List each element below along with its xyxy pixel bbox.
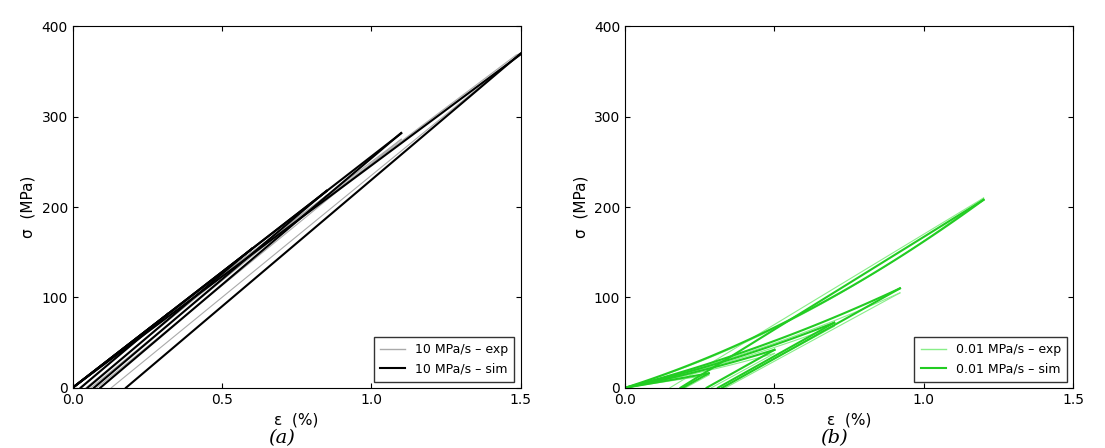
X-axis label: ε  (%): ε (%)	[827, 412, 872, 427]
Y-axis label: σ  (MPa): σ (MPa)	[21, 176, 35, 238]
Y-axis label: σ  (MPa): σ (MPa)	[573, 176, 588, 238]
Legend: 0.01 MPa/s – exp, 0.01 MPa/s – sim: 0.01 MPa/s – exp, 0.01 MPa/s – sim	[914, 337, 1067, 382]
Text: (b): (b)	[820, 430, 849, 448]
Text: (a): (a)	[269, 430, 295, 448]
X-axis label: ε  (%): ε (%)	[274, 412, 319, 427]
Legend: 10 MPa/s – exp, 10 MPa/s – sim: 10 MPa/s – exp, 10 MPa/s – sim	[373, 337, 515, 382]
